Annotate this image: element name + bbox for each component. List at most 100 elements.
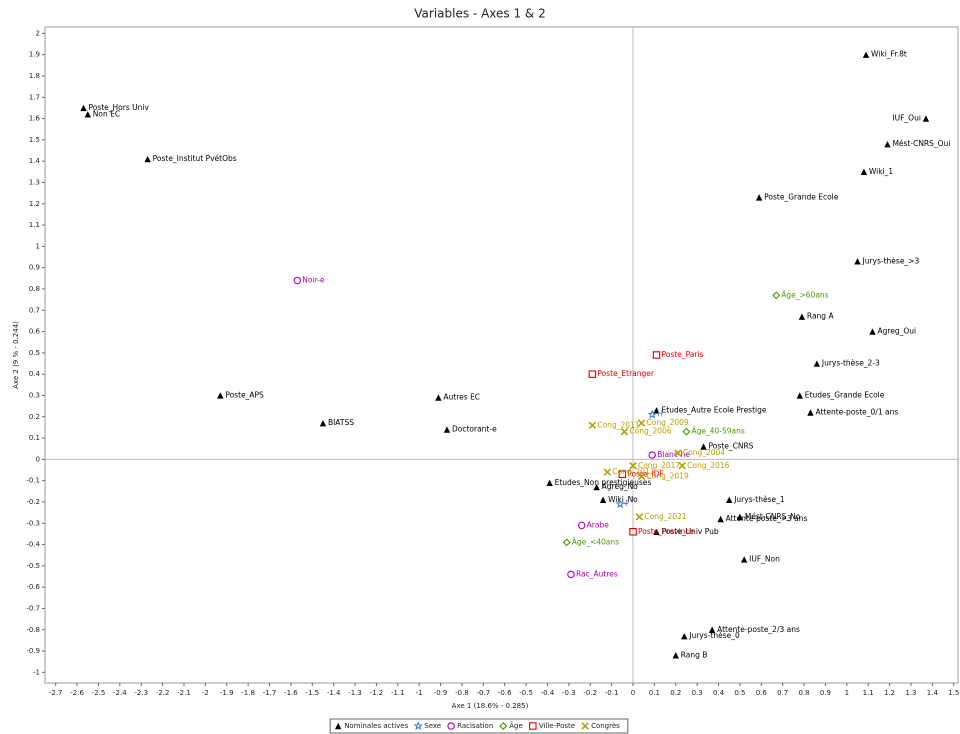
x-tick-label: 1: [845, 689, 849, 697]
legend-label: Sexe: [424, 722, 441, 730]
point: [546, 479, 553, 486]
x-tick-label: -1.2: [370, 689, 384, 697]
point-label: BIATSS: [328, 418, 354, 427]
y-tick-label: 1.6: [29, 115, 41, 123]
point-label: Mést-CNRS_Oui: [892, 139, 950, 148]
point: [652, 351, 661, 359]
point-label: Poste_APS: [225, 390, 264, 399]
point: [599, 496, 607, 504]
point-label: Noir-e: [302, 275, 325, 284]
x-tick-label: -1.4: [327, 689, 341, 697]
point-label: Cong_2009: [647, 418, 689, 427]
y-tick-label: 1.4: [29, 157, 41, 165]
y-tick-label: 0.9: [29, 264, 40, 272]
point: [637, 419, 646, 427]
x-tick-label: -0.7: [476, 689, 490, 697]
point: [144, 155, 151, 163]
point-label: Arabe: [587, 520, 610, 529]
x-tick-label: -1.5: [305, 689, 319, 697]
legend-box: [329, 718, 629, 734]
point: [682, 427, 691, 436]
point: [588, 421, 597, 430]
point-label: Agreg_No: [602, 482, 639, 491]
y-tick-label: 1.9: [29, 51, 40, 59]
y-tick-label: 0: [36, 455, 40, 463]
y-tick-label: 0.8: [29, 285, 40, 293]
point-label: Wiki_1: [869, 167, 894, 176]
point: [736, 513, 744, 521]
point-label: Poste_Hors Univ: [88, 103, 149, 112]
point: [567, 570, 575, 579]
x-tick-label: 0.4: [713, 689, 725, 697]
point: [603, 468, 612, 476]
point-label: Agreg_Oui: [877, 327, 916, 336]
point: [562, 538, 571, 547]
point-label: Cong_2004: [683, 448, 725, 457]
point-label: Attente-poste_>3 ans: [726, 514, 808, 523]
point-label: Attente-poste_2/3 ans: [717, 625, 800, 634]
point-label: Doctorant-e: [452, 425, 497, 434]
point: [435, 394, 442, 401]
y-tick-label: -0.5: [26, 562, 40, 570]
point-label: Cong_2013: [612, 467, 654, 476]
point-label: Poste_Paris: [662, 350, 704, 359]
point: [798, 313, 806, 320]
legend-label: Racisation: [457, 722, 493, 730]
y-tick-label: 1.5: [29, 136, 40, 144]
point-label: Wiki_Fr.8t: [871, 50, 907, 59]
x-tick-label: -2.6: [70, 689, 84, 697]
y-axis-label: Axe 2 (9 % - 0.244): [12, 321, 20, 389]
point-label: Poste_IDF: [627, 469, 663, 478]
x-tick-label: 1.1: [863, 689, 874, 697]
point-label: Attente-poste_0/1 ans: [815, 408, 898, 417]
point-label: Âge_>60ans: [781, 290, 828, 299]
x-tick-label: -2.4: [113, 689, 127, 697]
legend-label: Nominales actives: [344, 722, 408, 730]
point: [860, 168, 868, 176]
point-label: Etudes_Grande Ecole: [805, 390, 885, 399]
point: [293, 276, 302, 285]
point-label: IUF_Oui: [892, 114, 921, 123]
point: [653, 528, 660, 535]
point-label: Cong_2021: [644, 512, 686, 521]
point-label: Cong_2019: [647, 471, 689, 480]
y-tick-label: -0.7: [26, 604, 40, 612]
x-tick-label: -0.3: [562, 689, 576, 697]
legend-marker: [529, 722, 537, 730]
point: [577, 521, 586, 530]
x-tick-label: -1.8: [241, 689, 255, 697]
legend-marker: [581, 722, 589, 730]
point-label: Poste_Institut PvétObs: [153, 154, 237, 163]
y-tick-label: -1: [33, 668, 40, 676]
point-label: Âge_<40ans: [572, 537, 619, 546]
point: [772, 291, 781, 300]
y-tick-label: 2: [36, 29, 40, 37]
x-tick-label: 0.5: [734, 689, 745, 697]
x-tick-label: 0.1: [649, 689, 660, 697]
x-tick-label: -0.8: [455, 689, 469, 697]
point-label: Jurys-thèse_2-3: [821, 359, 880, 368]
x-tick-label: -1: [416, 689, 423, 697]
point: [443, 426, 451, 433]
y-tick-label: 1.1: [29, 221, 40, 229]
point: [807, 409, 814, 416]
y-tick-label: 0.6: [29, 328, 41, 336]
point-label: IUF_Non: [749, 554, 780, 563]
point-label: Poste_Univ Pub: [662, 527, 719, 536]
x-tick-label: -1.1: [391, 689, 405, 697]
y-tick-label: 1.8: [29, 72, 40, 80]
point-label: Poste_Province: [638, 527, 694, 536]
y-tick-label: -0.4: [26, 541, 40, 549]
legend-marker: [499, 722, 508, 730]
point: [637, 472, 646, 481]
x-tick-label: 0.7: [777, 689, 788, 697]
point-label: Non EC: [93, 109, 120, 118]
point: [717, 515, 724, 523]
x-tick-label: 0.9: [820, 689, 831, 697]
point-label: Etudes_Non prestigieuses: [555, 478, 652, 487]
point-label: Jurys-thèse_0: [688, 631, 740, 640]
y-tick-label: 0.5: [29, 349, 40, 357]
point: [80, 104, 87, 112]
